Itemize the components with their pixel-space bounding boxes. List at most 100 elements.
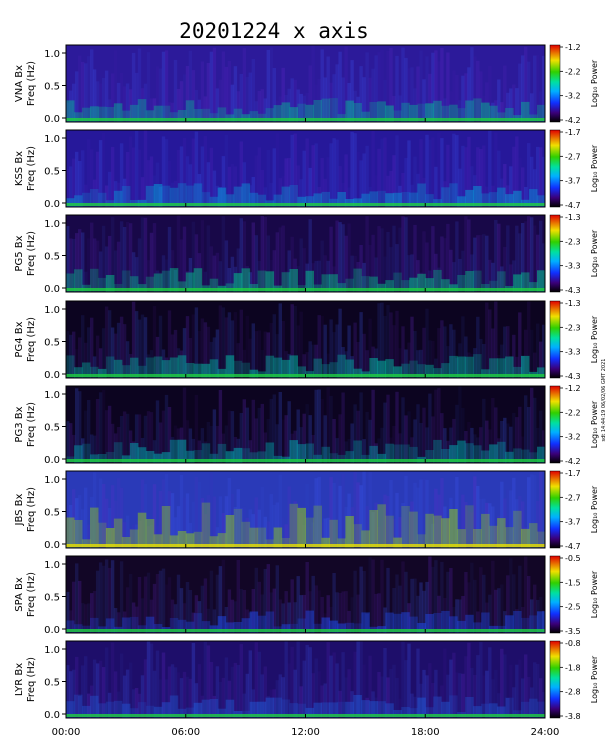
colorbar-tick-label: -2.3 (565, 323, 581, 332)
panel-3: 0.0 0.5 1.0 PG5 Bx Freq (Hz) -1.3 -2.3 -3.3 -4.3… (14, 213, 599, 295)
x-tick-label: 24:00 (531, 727, 560, 738)
colorbar (549, 385, 561, 464)
colorbar-label: Log₁₀ Power (590, 485, 599, 533)
freq-label: Freq (Hz) (26, 402, 37, 447)
station-label: LYR Bx (14, 663, 25, 696)
colorbar-tick-label: -1.7 (565, 128, 581, 137)
y-tick-label: 0.0 (44, 284, 60, 295)
colorbar-tick-label: -3.7 (565, 177, 581, 186)
spectrogram-texture (66, 130, 546, 207)
freq-label: Freq (Hz) (26, 487, 37, 532)
spectrogram-area (66, 386, 545, 463)
station-label: PG5 Bx (14, 235, 25, 271)
y-tick-label: 0.0 (44, 114, 60, 125)
y-tick-label: 1.0 (44, 645, 60, 656)
spectrogram-area (66, 45, 545, 122)
colorbar-label: Log₁₀ Power (590, 144, 599, 192)
colorbar (549, 44, 561, 123)
colorbar-tick-label: -2.2 (565, 408, 581, 417)
station-label: SPA Bx (14, 577, 25, 612)
colorbar-tick-label: -3.3 (565, 262, 581, 271)
colorbar-tick-label: -1.8 (565, 663, 581, 672)
y-tick-label: 1.0 (44, 305, 60, 316)
x-tick-label: 12:00 (291, 727, 320, 738)
freq-label: Freq (Hz) (26, 657, 37, 702)
spectrogram-area (66, 641, 545, 718)
colorbar-tick-label: -2.7 (565, 493, 581, 502)
colorbar-tick-label: -3.8 (565, 712, 581, 721)
colorbar-tick-label: -1.7 (565, 469, 581, 478)
colorbar-tick-label: -3.3 (565, 348, 581, 357)
panel-6: 0.0 0.5 1.0 JBS Bx Freq (Hz) -1.7 -2.7 -3.7 -4.7… (14, 469, 599, 551)
y-tick-label: 1.0 (44, 560, 60, 571)
colorbar-tick-label: -4.2 (565, 457, 581, 466)
colorbar-tick-label: -4.3 (565, 372, 581, 381)
colorbar-tick-label: -4.7 (565, 201, 581, 210)
colorbar-tick-label: -1.3 (565, 213, 581, 222)
colorbar-tick-label: -2.7 (565, 152, 581, 161)
y-tick-label: 1.0 (44, 49, 60, 60)
colorbar-tick-label: -4.7 (565, 542, 581, 551)
station-label: KSS Bx (14, 151, 25, 186)
colorbar-label: Log₁₀ Power (590, 400, 599, 448)
station-label: PG4 Bx (14, 321, 25, 357)
spectrogram-area (66, 301, 545, 378)
x-tick-label: 06:00 (171, 727, 200, 738)
chart-title: 20201224 x axis (179, 19, 369, 43)
y-tick-label: 0.0 (44, 370, 60, 381)
x-tick-label: 00:00 (52, 727, 81, 738)
y-tick-label: 1.0 (44, 134, 60, 145)
y-tick-label: 0.5 (44, 423, 60, 434)
spectrogram-texture (66, 386, 546, 463)
colorbar-tick-label: -2.8 (565, 688, 581, 697)
panel-5: 0.0 0.5 1.0 PG3 Bx Freq (Hz) -1.2 -2.2 -3.2 -4.2… (14, 384, 599, 466)
y-tick-label: 1.0 (44, 219, 60, 230)
colorbar (549, 555, 561, 634)
spectrogram-area (66, 130, 545, 207)
station-label: VNA Bx (14, 65, 25, 102)
spectrogram-area (66, 556, 545, 633)
x-axis: 00:00 06:00 12:00 18:00 24:00 (52, 727, 560, 738)
panel-1: 0.0 0.5 1.0 VNA Bx Freq (Hz) -1.2 -2.2 -3.2 -4.2… (14, 43, 599, 125)
freq-label: Freq (Hz) (26, 61, 37, 106)
colorbar-tick-label: -1.2 (565, 384, 581, 393)
panel-4: 0.0 0.5 1.0 PG4 Bx Freq (Hz) -1.3 -2.3 -3.3 -4.3… (14, 299, 599, 381)
y-tick-label: 0.5 (44, 593, 60, 604)
colorbar-tick-label: -0.5 (565, 554, 581, 563)
y-tick-label: 0.0 (44, 455, 60, 466)
y-tick-label: 0.5 (44, 82, 60, 93)
panel-7: 0.0 0.5 1.0 SPA Bx Freq (Hz) -0.5 -1.5 -2.5 -3.5… (14, 554, 599, 636)
colorbar-tick-label: -4.3 (565, 286, 581, 295)
y-tick-label: 0.5 (44, 338, 60, 349)
spectrogram-texture (66, 471, 546, 548)
colorbar-tick-label: -4.2 (565, 116, 581, 125)
spectrogram-texture (66, 556, 546, 633)
colorbar-tick-label: -1.3 (565, 299, 581, 308)
colorbar-label: Log₁₀ Power (590, 655, 599, 703)
colorbar-tick-label: -3.5 (565, 627, 581, 636)
colorbar (549, 214, 561, 293)
colorbar (549, 470, 561, 549)
spectrogram-area (66, 215, 545, 292)
station-label: PG3 Bx (14, 406, 25, 442)
colorbar-label: Log₁₀ Power (590, 315, 599, 363)
freq-label: Freq (Hz) (26, 572, 37, 617)
station-label: JBS Bx (14, 493, 25, 526)
y-tick-label: 0.0 (44, 199, 60, 210)
y-tick-label: 0.5 (44, 678, 60, 689)
spectrogram-texture (66, 215, 546, 292)
y-tick-label: 1.0 (44, 475, 60, 486)
spectrogram-texture (66, 301, 546, 378)
colorbar-label: Log₁₀ Power (590, 59, 599, 107)
colorbar-tick-label: -0.8 (565, 639, 581, 648)
panel-2: 0.0 0.5 1.0 KSS Bx Freq (Hz) -1.7 -2.7 -3.7 -4.7… (14, 128, 599, 210)
colorbar-tick-label: -3.7 (565, 518, 581, 527)
colorbar-tick-label: -1.5 (565, 578, 581, 587)
colorbar (549, 300, 561, 379)
spectrogram-texture (66, 45, 546, 123)
x-tick-label: 18:00 (411, 727, 440, 738)
colorbar-tick-label: -2.2 (565, 67, 581, 76)
panel-8: 0.0 0.5 1.0 LYR Bx Freq (Hz) -0.8 -1.8 -2.8 -3.8… (14, 639, 599, 721)
